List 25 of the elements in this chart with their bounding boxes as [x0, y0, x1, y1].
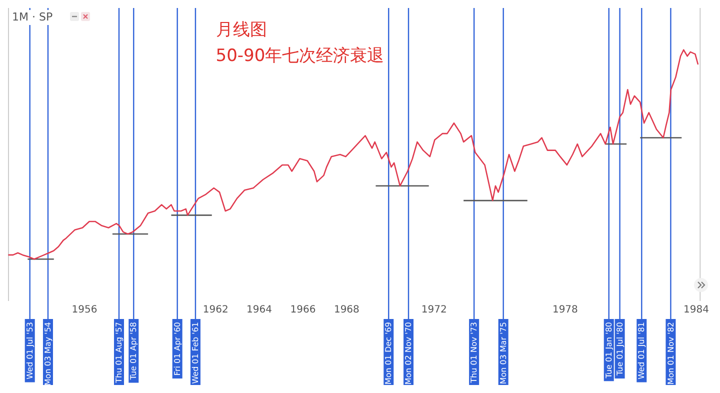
ref-line-label: Mon 01 Dec '69: [384, 322, 394, 385]
x-tick-label: 1966: [290, 304, 316, 316]
text: 月线图: [216, 20, 267, 40]
x-tick-label: 1956: [72, 304, 98, 316]
ref-line-label: Tue 01 Apr '58: [129, 322, 138, 381]
x-tick-label: 1984: [684, 304, 709, 316]
ref-line-label: Wed 01 Jul '53: [25, 322, 34, 380]
x-tick-label: 1978: [552, 304, 578, 316]
x-tick-label: 1962: [202, 304, 228, 316]
annotation: 50-90年七次经济衰退: [216, 46, 384, 66]
ref-line-label: Thu 01 Nov '73: [470, 322, 479, 384]
chart-title: 1M · SP: [12, 10, 53, 24]
ref-line-label: Fri 01 Apr '60: [172, 322, 182, 376]
ref-line-label: Mon 03 Mar '75: [498, 322, 508, 384]
ref-line-label: Mon 01 Nov '82: [666, 322, 676, 385]
ref-line-label: Tue 01 Jul '80: [615, 322, 624, 377]
ref-line-label: Wed 01 Jul '81: [637, 322, 646, 380]
ref-line-label: Mon 02 Nov '70: [404, 322, 414, 385]
ref-line-label: Tue 01 Jan '80: [604, 322, 614, 380]
ref-line-label: Thu 01 Aug '57: [114, 322, 124, 384]
ref-line-label: Mon 03 May '54: [44, 322, 53, 386]
x-tick-label: 1968: [334, 304, 360, 316]
ref-line-label: Wed 01 Feb '61: [191, 322, 200, 384]
x-tick-label: 1972: [421, 304, 447, 316]
x-tick-label: 1964: [246, 304, 272, 316]
